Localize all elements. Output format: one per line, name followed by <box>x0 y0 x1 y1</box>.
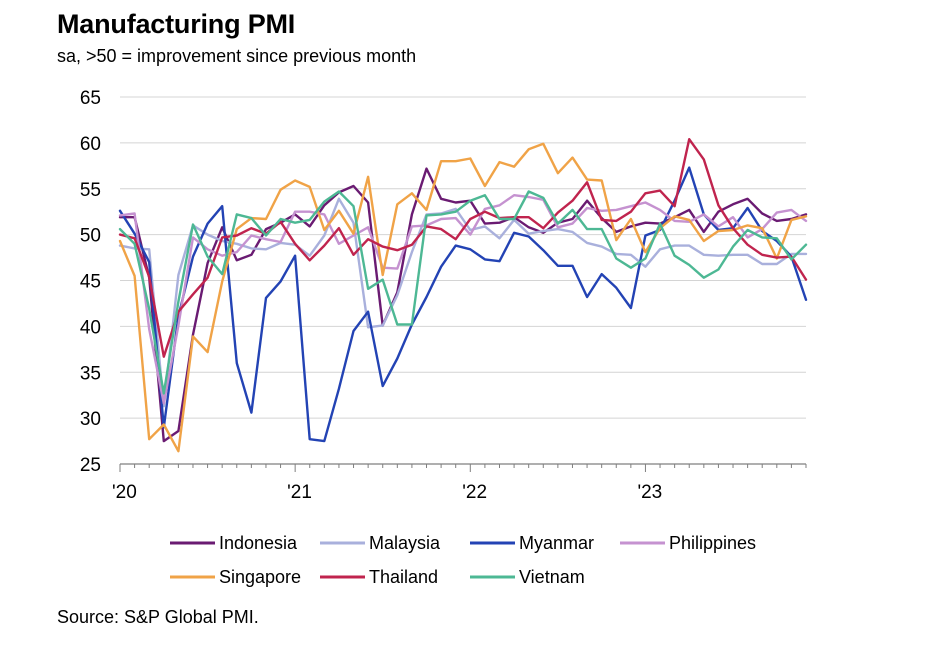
legend-label: Malaysia <box>369 533 441 553</box>
y-tick-label: 65 <box>80 88 101 109</box>
legend-item-thailand: Thailand <box>320 567 438 587</box>
chart-title: Manufacturing PMI <box>57 9 296 39</box>
x-tick-label: '22 <box>462 482 487 503</box>
legend-label: Thailand <box>369 567 438 587</box>
y-tick-label: 25 <box>80 455 101 476</box>
legend-item-singapore: Singapore <box>170 567 301 587</box>
series-lines <box>118 138 808 453</box>
legend-label: Singapore <box>219 567 301 587</box>
legend-item-malaysia: Malaysia <box>320 533 441 553</box>
chart-subtitle: sa, >50 = improvement since previous mon… <box>57 46 417 66</box>
y-tick-label: 40 <box>80 317 101 338</box>
x-tick-label: '23 <box>637 482 662 503</box>
legend-label: Indonesia <box>219 533 298 553</box>
series-line-indonesia <box>118 167 808 443</box>
y-tick-label: 60 <box>80 134 101 155</box>
legend: Indonesia Malaysia Myanmar Philippines Singa… <box>170 533 756 587</box>
y-tick-label: 55 <box>80 180 101 201</box>
legend-label: Myanmar <box>519 533 594 553</box>
legend-item-philippines: Philippines <box>620 533 756 553</box>
series-line-myanmar <box>118 166 808 443</box>
legend-item-myanmar: Myanmar <box>470 533 594 553</box>
y-tick-label: 30 <box>80 409 101 430</box>
legend-item-vietnam: Vietnam <box>470 567 585 587</box>
y-axis: 25 30 35 40 45 50 55 60 65 <box>80 88 101 476</box>
y-tick-label: 50 <box>80 226 101 247</box>
series-line-thailand <box>118 138 808 358</box>
series-line-malaysia <box>118 197 808 408</box>
gridlines <box>120 96 806 419</box>
legend-label: Vietnam <box>519 567 585 587</box>
x-axis: '20 '21 '22 '23 <box>112 463 807 503</box>
series-line-philippines <box>118 194 808 405</box>
series-line-singapore <box>118 142 808 453</box>
series-line-vietnam <box>118 190 808 395</box>
y-tick-label: 35 <box>80 363 101 384</box>
legend-item-indonesia: Indonesia <box>170 533 298 553</box>
x-tick-label: '21 <box>287 482 312 503</box>
legend-label: Philippines <box>669 533 756 553</box>
y-tick-label: 45 <box>80 272 101 293</box>
x-tick-label: '20 <box>112 482 137 503</box>
source-note: Source: S&P Global PMI. <box>57 607 259 627</box>
